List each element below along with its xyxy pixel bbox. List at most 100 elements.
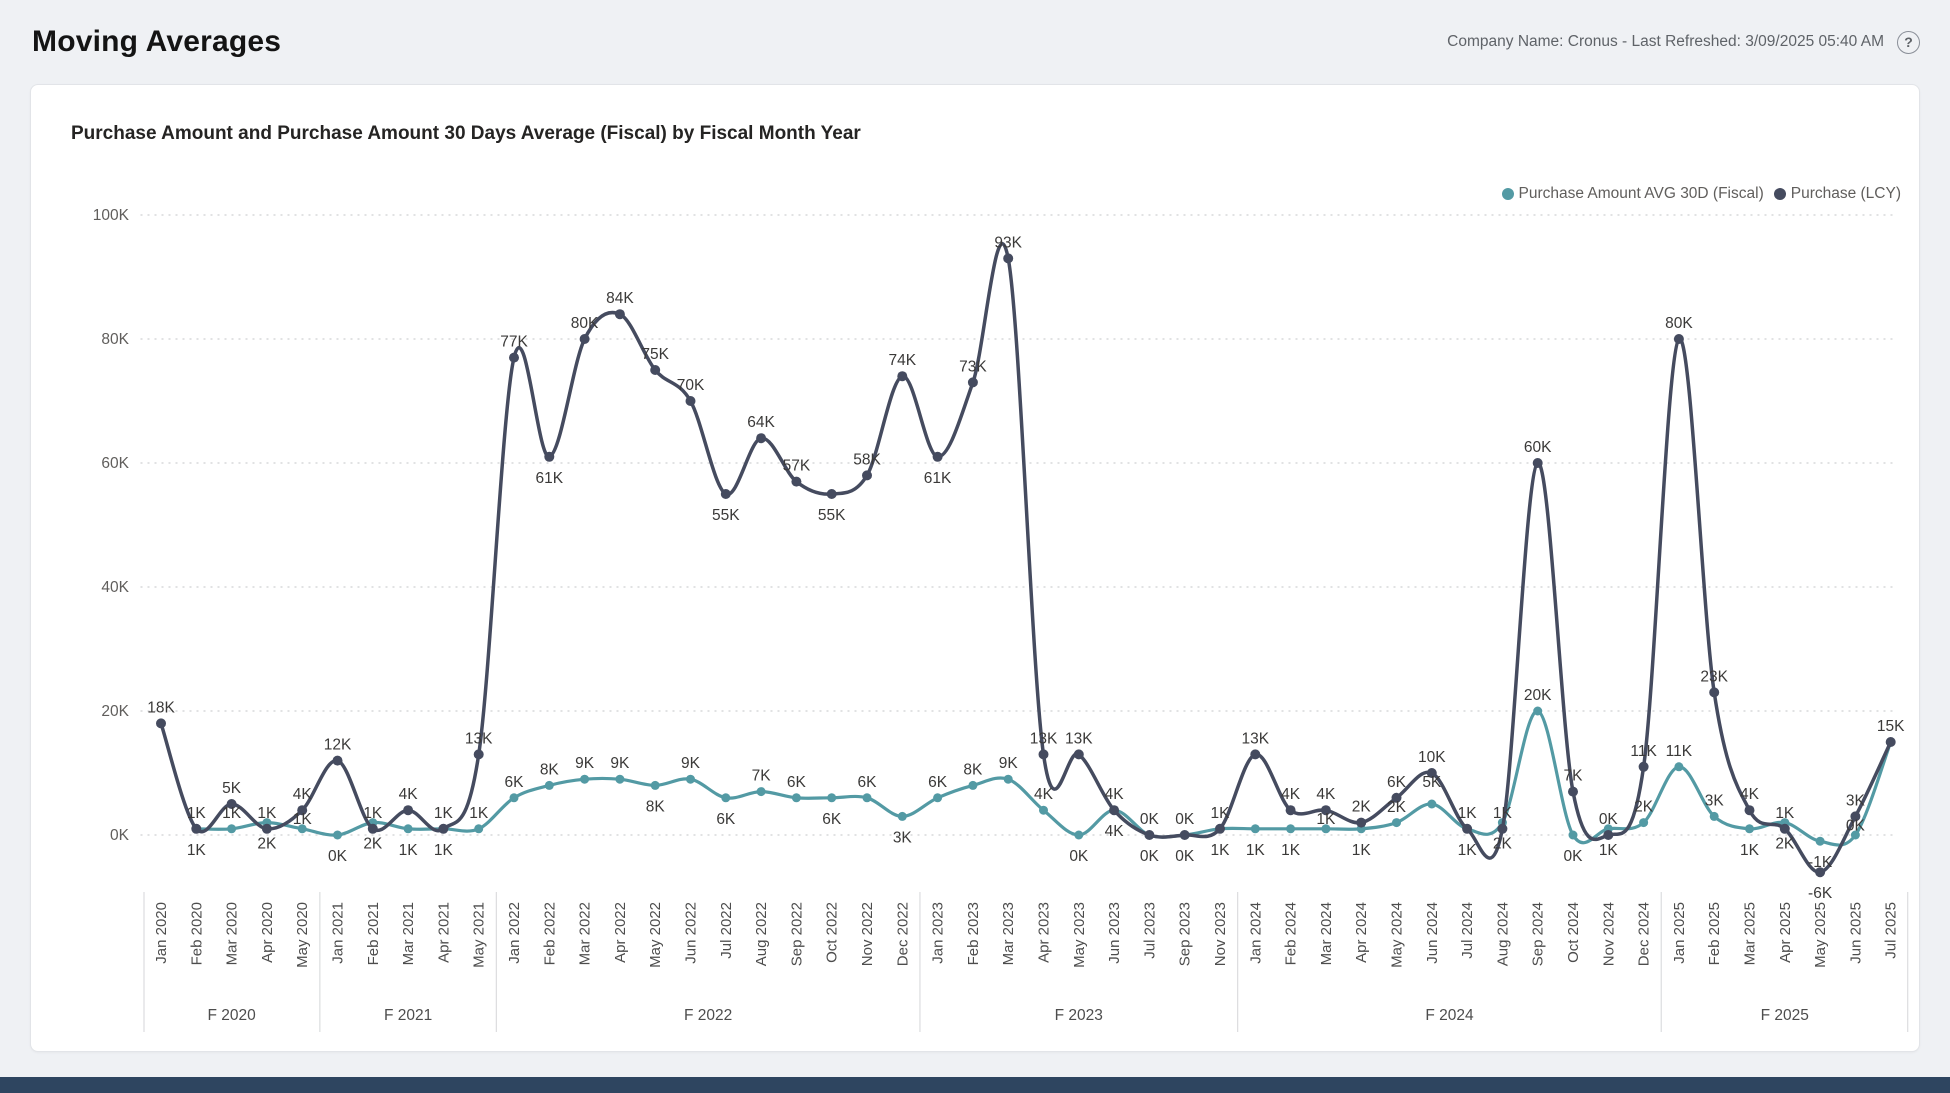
avg-30d-point[interactable]	[897, 811, 907, 821]
purchase-lcy-point[interactable]	[1532, 458, 1543, 468]
purchase-lcy-point[interactable]	[932, 451, 943, 462]
month-label: Jul 2023	[1141, 902, 1158, 959]
avg-30d-point[interactable]	[333, 830, 342, 840]
avg-30d-point[interactable]	[1039, 805, 1048, 815]
purchase-lcy-value-label: 70K	[677, 377, 705, 394]
avg-30d-point[interactable]	[968, 780, 978, 790]
purchase-lcy-point[interactable]	[579, 334, 590, 344]
avg-30d-point[interactable]	[1815, 836, 1825, 846]
purchase-lcy-point[interactable]	[1885, 737, 1896, 747]
avg-30d-point[interactable]	[615, 774, 625, 784]
purchase-lcy-point[interactable]	[1356, 817, 1367, 828]
avg-30d-point[interactable]	[474, 824, 484, 834]
avg-30d-point[interactable]	[1674, 762, 1684, 772]
purchase-lcy-point[interactable]	[1426, 768, 1437, 778]
purchase-lcy-point[interactable]	[1250, 749, 1261, 760]
avg-30d-point[interactable]	[862, 793, 872, 803]
purchase-lcy-point[interactable]	[1215, 823, 1225, 834]
purchase-lcy-point[interactable]	[1603, 830, 1614, 840]
purchase-lcy-point[interactable]	[1285, 805, 1296, 816]
avg-30d-point[interactable]	[650, 780, 660, 790]
avg-30d-value-label: 1K	[1740, 842, 1760, 859]
purchase-lcy-point[interactable]	[403, 805, 414, 816]
purchase-lcy-point[interactable]	[685, 396, 696, 406]
purchase-lcy-point[interactable]	[191, 823, 202, 834]
avg-30d-point[interactable]	[1639, 818, 1649, 828]
purchase-lcy-point[interactable]	[650, 365, 661, 375]
purchase-lcy-point[interactable]	[509, 352, 519, 363]
avg-30d-point[interactable]	[756, 787, 766, 797]
purchase-lcy-point[interactable]	[1038, 749, 1049, 760]
purchase-lcy-point[interactable]	[1497, 823, 1508, 834]
purchase-lcy-point[interactable]	[1073, 749, 1084, 760]
purchase-lcy-point[interactable]	[1320, 805, 1331, 816]
purchase-lcy-point[interactable]	[1144, 830, 1155, 840]
avg-30d-point[interactable]	[297, 824, 307, 834]
purchase-lcy-point[interactable]	[1568, 786, 1578, 797]
avg-30d-point[interactable]	[827, 793, 837, 803]
purchase-lcy-point[interactable]	[1779, 823, 1790, 834]
avg-30d-point[interactable]	[1745, 824, 1754, 834]
avg-30d-point[interactable]	[1286, 824, 1296, 834]
avg-30d-point[interactable]	[1392, 818, 1401, 828]
purchase-lcy-point[interactable]	[1003, 253, 1014, 264]
avg-30d-point[interactable]	[933, 793, 943, 803]
avg-30d-point[interactable]	[580, 774, 590, 784]
legend-item-purchase-lcy[interactable]: Purchase (LCY)	[1773, 185, 1901, 203]
purchase-lcy-point[interactable]	[1850, 811, 1861, 822]
purchase-lcy-point[interactable]	[156, 718, 166, 729]
purchase-lcy-point[interactable]	[862, 470, 872, 481]
help-icon[interactable]: ?	[1897, 30, 1920, 54]
month-label: May 2024	[1389, 902, 1406, 968]
purchase-lcy-point[interactable]	[1462, 823, 1473, 834]
purchase-lcy-point[interactable]	[332, 755, 343, 766]
purchase-lcy-value-label: 0K	[1175, 811, 1195, 828]
purchase-lcy-value-label: 1K	[363, 805, 383, 822]
purchase-lcy-point[interactable]	[544, 451, 555, 462]
purchase-lcy-point[interactable]	[1673, 334, 1684, 344]
avg-30d-point[interactable]	[1074, 830, 1084, 840]
avg-30d-point[interactable]	[1427, 799, 1437, 809]
purchase-lcy-point[interactable]	[720, 489, 731, 499]
purchase-lcy-point[interactable]	[226, 799, 237, 809]
avg-30d-point[interactable]	[1250, 824, 1260, 834]
avg-30d-value-label: 0K	[1564, 848, 1584, 865]
avg-30d-point[interactable]	[686, 774, 695, 784]
avg-30d-point[interactable]	[403, 824, 413, 834]
avg-30d-point[interactable]	[1533, 706, 1543, 716]
purchase-lcy-point[interactable]	[1744, 805, 1755, 816]
avg-30d-point[interactable]	[509, 793, 519, 803]
avg-30d-point[interactable]	[1003, 774, 1013, 784]
purchase-lcy-point[interactable]	[1391, 792, 1402, 803]
avg-30d-point[interactable]	[1709, 811, 1719, 821]
purchase-lcy-point[interactable]	[756, 433, 767, 444]
avg-30d-point[interactable]	[1850, 830, 1860, 840]
purchase-lcy-point[interactable]	[1109, 805, 1120, 816]
avg-30d-point[interactable]	[1321, 824, 1331, 834]
avg-30d-point[interactable]	[544, 780, 554, 790]
purchase-lcy-point[interactable]	[1709, 687, 1720, 698]
purchase-lcy-point[interactable]	[438, 823, 449, 834]
purchase-lcy-point[interactable]	[297, 805, 308, 816]
purchase-lcy-point[interactable]	[791, 476, 802, 487]
purchase-lcy-point[interactable]	[897, 371, 908, 382]
purchase-lcy-point[interactable]	[261, 823, 272, 834]
bottom-bar	[0, 1077, 1950, 1093]
purchase-lcy-point[interactable]	[614, 309, 625, 320]
legend-swatch-purchase-lcy-icon	[1773, 188, 1786, 200]
avg-30d-point[interactable]	[1568, 830, 1578, 840]
purchase-lcy-point[interactable]	[826, 489, 837, 499]
purchase-lcy-point[interactable]	[1815, 867, 1826, 878]
avg-30d-point[interactable]	[721, 793, 731, 803]
purchase-lcy-point[interactable]	[967, 377, 978, 388]
series-purchase-lcy[interactable]	[156, 242, 1896, 878]
purchase-lcy-point[interactable]	[473, 749, 484, 760]
avg-30d-value-label: 8K	[963, 761, 983, 778]
avg-30d-point[interactable]	[227, 824, 237, 834]
purchase-lcy-point[interactable]	[367, 823, 378, 834]
purchase-lcy-point[interactable]	[1638, 761, 1649, 772]
avg-30d-point[interactable]	[791, 793, 801, 803]
legend-item-avg30d[interactable]: Purchase Amount AVG 30D (Fiscal)	[1501, 185, 1764, 203]
month-label: May 2020	[294, 902, 311, 968]
purchase-lcy-point[interactable]	[1179, 830, 1190, 840]
